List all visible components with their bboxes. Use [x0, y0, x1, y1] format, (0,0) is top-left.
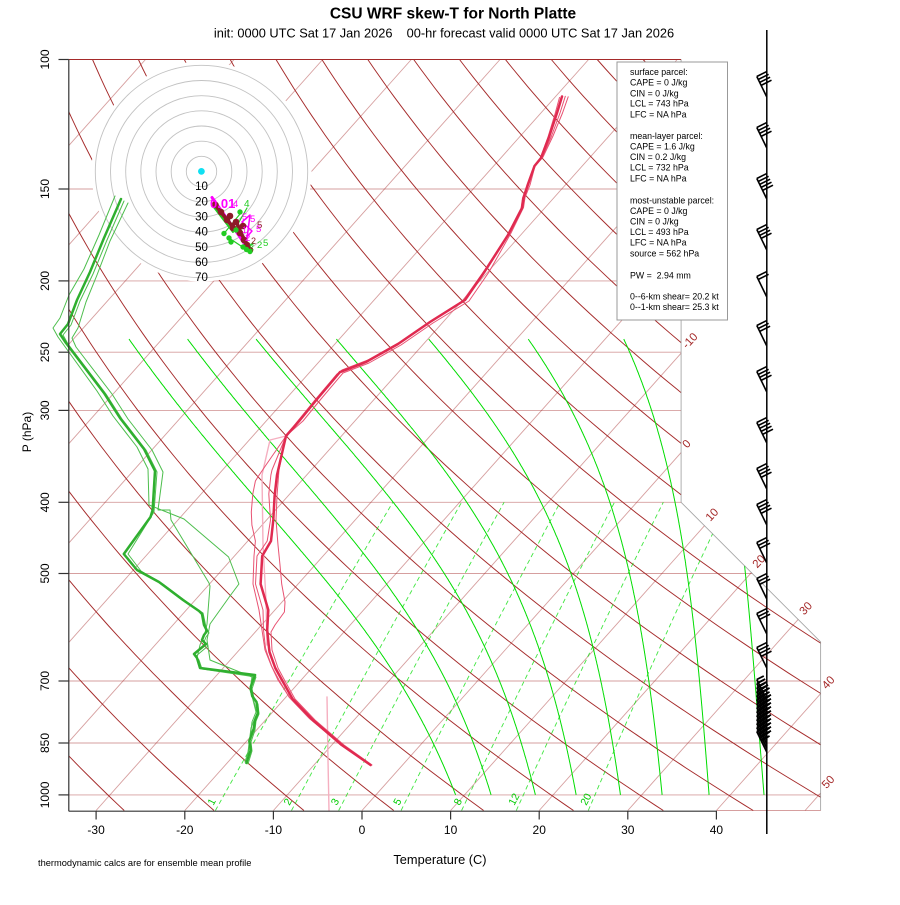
svg-text:30: 30 — [621, 823, 635, 837]
svg-text:400: 400 — [38, 492, 52, 512]
svg-text:surface parcel:: surface parcel: — [630, 67, 688, 77]
svg-text:-30: -30 — [87, 823, 105, 837]
svg-text:2: 2 — [249, 242, 254, 252]
svg-text:3: 3 — [329, 796, 342, 807]
svg-text:Temperature (C): Temperature (C) — [393, 852, 486, 867]
svg-text:5: 5 — [242, 212, 247, 223]
svg-text:CAPE = 0 J/kg: CAPE = 0 J/kg — [630, 206, 688, 216]
svg-text:50: 50 — [195, 242, 208, 254]
svg-text:0: 0 — [359, 823, 366, 837]
svg-text:CIN = 0 J/kg: CIN = 0 J/kg — [630, 216, 679, 226]
svg-text:mean-layer parcel:: mean-layer parcel: — [630, 131, 703, 141]
svg-text:10: 10 — [444, 823, 458, 837]
svg-text:2: 2 — [282, 796, 295, 807]
svg-text:150: 150 — [38, 179, 52, 199]
svg-text:40: 40 — [195, 227, 208, 239]
svg-text:10: 10 — [195, 181, 208, 193]
svg-text:-20: -20 — [176, 823, 194, 837]
svg-text:LCL = 732 hPa: LCL = 732 hPa — [630, 163, 689, 173]
svg-text:20: 20 — [195, 196, 208, 208]
svg-text:20: 20 — [578, 791, 594, 807]
svg-text:40: 40 — [710, 823, 724, 837]
svg-text:init: 0000 UTC Sat 17 Jan 2026: init: 0000 UTC Sat 17 Jan 2026 00-hr for… — [214, 26, 674, 41]
svg-text:12: 12 — [506, 791, 522, 807]
svg-text:200: 200 — [38, 271, 52, 291]
svg-text:2: 2 — [257, 240, 262, 251]
svg-text:60: 60 — [195, 257, 208, 269]
svg-text:2: 2 — [251, 236, 256, 246]
svg-text:4: 4 — [233, 199, 238, 210]
svg-text:5: 5 — [391, 796, 404, 807]
svg-text:LCL = 743 hPa: LCL = 743 hPa — [630, 99, 689, 109]
svg-text:0.01: 0.01 — [210, 196, 235, 211]
svg-text:70: 70 — [195, 272, 208, 284]
svg-text:CIN = 0 J/kg: CIN = 0 J/kg — [630, 88, 679, 98]
svg-text:0--6-km shear= 20.2 kt: 0--6-km shear= 20.2 kt — [630, 291, 719, 301]
svg-text:CIN = 0.2 J/kg: CIN = 0.2 J/kg — [630, 152, 686, 162]
svg-text:CSU WRF skew-T for North Platt: CSU WRF skew-T for North Platte — [330, 6, 577, 23]
svg-text:LFC = NA hPa: LFC = NA hPa — [630, 173, 687, 183]
svg-text:250: 250 — [38, 342, 52, 362]
svg-text:5: 5 — [257, 220, 262, 231]
svg-text:8: 8 — [452, 796, 465, 807]
svg-text:LFC = NA hPa: LFC = NA hPa — [630, 238, 687, 248]
svg-text:LFC = NA hPa: LFC = NA hPa — [630, 109, 687, 119]
svg-text:2: 2 — [245, 233, 250, 244]
svg-text:PW = 2.94 mm: PW = 2.94 mm — [630, 270, 691, 280]
svg-text:4: 4 — [244, 199, 250, 210]
svg-text:500: 500 — [38, 563, 52, 583]
svg-text:1000: 1000 — [38, 781, 52, 808]
svg-text:1: 1 — [205, 796, 218, 807]
svg-text:P (hPa): P (hPa) — [20, 412, 34, 452]
svg-text:CAPE = 1.6 J/kg: CAPE = 1.6 J/kg — [630, 141, 695, 151]
svg-text:1: 1 — [242, 225, 247, 235]
svg-text:LCL = 493 hPa: LCL = 493 hPa — [630, 227, 689, 237]
svg-text:5: 5 — [256, 224, 261, 235]
svg-text:700: 700 — [38, 671, 52, 691]
svg-text:CAPE = 0 J/kg: CAPE = 0 J/kg — [630, 78, 688, 88]
svg-text:300: 300 — [38, 400, 52, 420]
svg-text:5: 5 — [250, 214, 255, 225]
svg-text:most-unstable parcel:: most-unstable parcel: — [630, 195, 714, 205]
svg-text:5: 5 — [263, 238, 268, 249]
svg-text:0--1-km shear= 25.3 kt: 0--1-km shear= 25.3 kt — [630, 302, 719, 312]
svg-text:30: 30 — [195, 212, 208, 224]
svg-text:thermodynamic calcs are for en: thermodynamic calcs are for ensemble mea… — [38, 858, 251, 868]
svg-text:100: 100 — [38, 49, 52, 69]
svg-text:-10: -10 — [265, 823, 283, 837]
svg-text:20: 20 — [533, 823, 547, 837]
svg-text:850: 850 — [38, 733, 52, 753]
svg-text:source = 562 hPa: source = 562 hPa — [630, 248, 699, 258]
